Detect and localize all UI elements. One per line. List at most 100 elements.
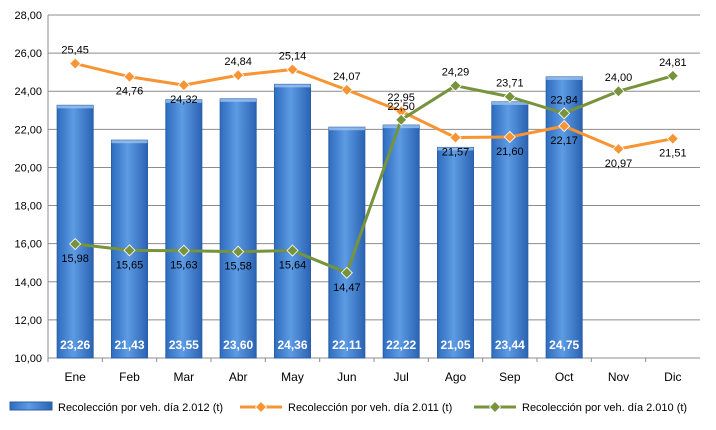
x-tick-label: Jul [393, 370, 408, 384]
bar-value-label: 23,60 [223, 338, 253, 352]
line-marker [177, 244, 190, 257]
line-marker [395, 113, 408, 126]
y-tick-label: 14,00 [14, 277, 42, 289]
line-marker [558, 107, 571, 120]
x-tick-label: Mar [173, 370, 194, 384]
series-line [74, 74, 674, 275]
bar [219, 98, 257, 359]
bar-top-highlight [546, 76, 583, 80]
line-marker [503, 90, 516, 103]
line-value-label: 21,51 [659, 148, 687, 160]
bar-top-highlight [328, 127, 365, 131]
line-marker [612, 85, 625, 98]
line-value-label: 24,81 [659, 57, 687, 69]
bar [328, 126, 366, 359]
x-tick-label: Dic [664, 370, 681, 384]
y-tick-label: 10,00 [14, 353, 42, 365]
line-value-label: 23,71 [496, 78, 524, 90]
line-marker [503, 130, 516, 144]
bar-top-highlight [165, 99, 202, 103]
bar [56, 104, 94, 359]
line-value-label: 22,50 [387, 101, 415, 113]
line-marker [177, 79, 190, 92]
series-line [74, 62, 674, 151]
line-marker [558, 120, 571, 133]
x-tick-label: Sep [499, 370, 521, 384]
y-tick-label: 22,00 [14, 124, 42, 136]
line-marker [123, 244, 136, 257]
line-marker [449, 79, 462, 92]
bar-value-label: 22,22 [386, 338, 416, 352]
bar-value-label: 21,05 [440, 338, 470, 352]
line-value-label: 22,84 [550, 94, 578, 106]
bar [491, 101, 529, 359]
bar-top-highlight [111, 140, 148, 144]
bar-value-label: 22,11 [332, 338, 362, 352]
line-marker [340, 83, 353, 96]
x-tick-label: Jun [337, 370, 356, 384]
legend-marker [488, 400, 502, 414]
line-value-label: 14,47 [333, 282, 361, 294]
line-marker [123, 70, 136, 83]
line-marker [286, 244, 299, 257]
line-marker [69, 237, 82, 251]
line-value-label: 24,07 [333, 71, 361, 83]
bar [437, 146, 474, 359]
bar-top-highlight [383, 125, 420, 129]
line-marker [340, 266, 353, 279]
bar-value-label: 21,43 [114, 338, 144, 352]
y-tick-label: 20,00 [14, 162, 42, 174]
bar-value-label: 23,44 [495, 338, 525, 352]
line-value-label: 22,17 [550, 135, 578, 147]
legend-label: Recolección por veh. día 2.011 (t) [288, 402, 452, 414]
line-marker [69, 57, 82, 70]
line-value-label: 25,45 [61, 45, 89, 57]
line-value-label: 25,14 [279, 50, 307, 62]
bar-top-highlight [220, 98, 257, 102]
x-tick-label: Feb [119, 370, 140, 384]
y-tick-label: 16,00 [14, 239, 42, 251]
line-value-label: 22,95 [387, 92, 415, 104]
legend-label: Recolección por veh. día 2.012 (t) [58, 402, 223, 414]
y-tick-label: 18,00 [14, 201, 42, 213]
line-value-label: 15,64 [279, 260, 307, 272]
line-value-label: 15,98 [61, 253, 89, 265]
y-tick-label: 26,00 [14, 48, 42, 60]
x-tick-label: Abr [229, 370, 248, 384]
line-marker [286, 63, 299, 76]
x-tick-label: Ene [64, 370, 86, 384]
y-tick-label: 24,00 [14, 86, 42, 98]
bar-value-label: 24,36 [277, 338, 307, 352]
line-value-label: 21,60 [496, 146, 524, 158]
bar-value-label: 23,55 [169, 338, 199, 352]
line-marker [232, 69, 245, 82]
bar [165, 99, 203, 359]
y-tick-label: 12,00 [14, 315, 42, 327]
x-tick-label: Ago [445, 370, 467, 384]
line-marker [232, 245, 245, 258]
line-value-label: 24,00 [605, 72, 633, 84]
line-value-label: 24,32 [170, 94, 198, 106]
bar-top-highlight [274, 84, 311, 88]
bar-value-label: 23,26 [60, 338, 90, 352]
y-tick-label: 28,00 [14, 10, 42, 22]
legend-marker [254, 400, 268, 414]
line-value-label: 24,76 [116, 86, 144, 98]
line-marker [666, 69, 679, 82]
x-tick-label: May [281, 370, 304, 384]
x-tick-label: Nov [608, 370, 629, 384]
line-value-label: 20,97 [605, 158, 633, 170]
line-value-label: 15,63 [170, 260, 198, 272]
line-value-label: 15,58 [224, 261, 252, 273]
x-tick-label: Oct [555, 370, 574, 384]
line-marker [666, 132, 679, 145]
bar-top-highlight [57, 105, 94, 109]
line-value-label: 15,65 [116, 259, 144, 271]
line-value-label: 24,84 [224, 56, 252, 68]
line-value-label: 24,29 [442, 67, 470, 79]
line-value-label: 21,57 [442, 147, 470, 159]
bar [274, 83, 311, 359]
line-marker [612, 142, 625, 156]
